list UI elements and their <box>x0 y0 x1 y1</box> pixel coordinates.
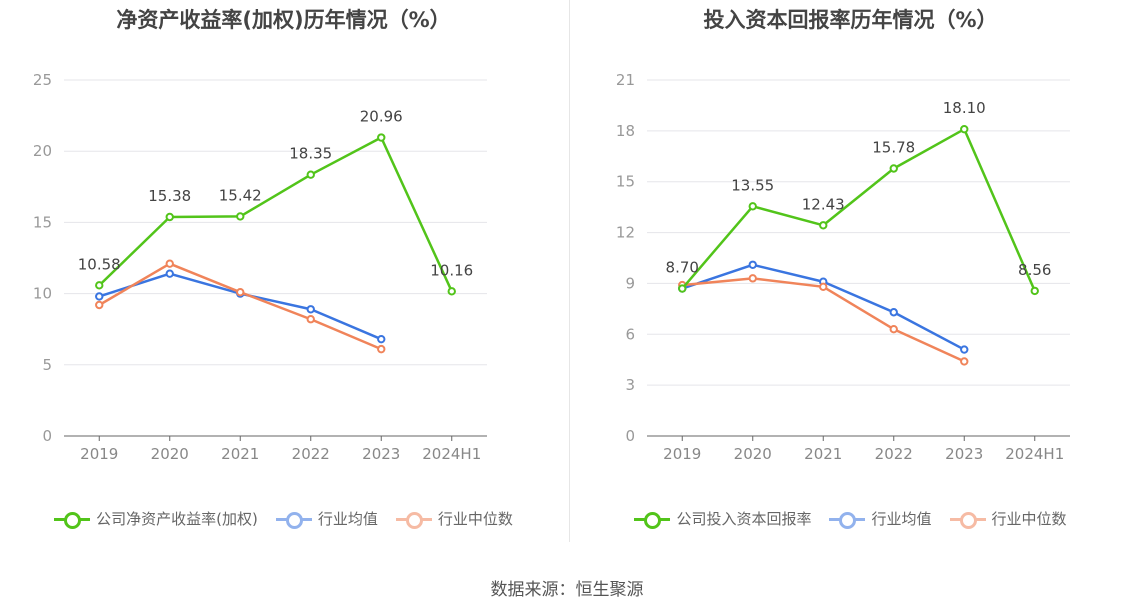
data-point <box>165 269 174 278</box>
data-point <box>889 308 898 317</box>
data-source-note: 数据来源：恒生聚源 <box>490 580 644 600</box>
series-line <box>681 263 965 351</box>
x-tick-label: 2022 <box>875 445 913 463</box>
data-point <box>819 282 828 292</box>
data-point <box>306 305 315 314</box>
panel-divider <box>569 0 570 542</box>
chart-title: 净资产收益率(加权)历年情况（%） <box>116 8 451 32</box>
y-tick-label: 6 <box>625 325 635 343</box>
legend-item-company[interactable]: 公司净资产收益率(加权) <box>54 508 258 529</box>
x-tick-label: 2022 <box>292 445 330 463</box>
legend-label: 行业均值 <box>317 510 378 528</box>
data-point <box>889 164 898 173</box>
x-tick-label: 2019 <box>663 445 701 463</box>
data-point <box>678 284 687 293</box>
legend-marker-icon <box>634 511 671 529</box>
chart-legend: 公司投入资本回报率 行业均值 行业中位数 <box>567 508 1134 529</box>
data-label: 15.78 <box>872 138 915 156</box>
data-point <box>748 274 757 283</box>
roe-chart-plot: 0 5 10 15 20 25 2019 2020 2021 2022 2023 2024H1 10.5… <box>33 71 487 463</box>
data-label: 8.56 <box>1018 261 1051 279</box>
series-line <box>681 127 1036 292</box>
data-label: 20.96 <box>360 108 403 126</box>
legend-item-industry-mean[interactable]: 行业均值 <box>829 508 932 529</box>
roic-chart-plot: 0 3 6 9 12 15 18 21 2019 2020 2021 2022 2023 2024H1 8.… <box>616 71 1070 463</box>
data-label: 13.55 <box>731 176 774 194</box>
data-point <box>377 344 386 354</box>
x-tick-label: 2020 <box>151 445 189 463</box>
y-tick-label: 0 <box>42 427 52 445</box>
series-line <box>98 262 382 351</box>
x-tick-label: 2020 <box>734 445 772 463</box>
y-tick-label: 18 <box>616 122 635 140</box>
legend-marker-icon <box>829 511 866 529</box>
legend-label: 公司投入资本回报率 <box>676 510 812 528</box>
legend-item-company[interactable]: 公司投入资本回报率 <box>634 508 811 529</box>
y-tick-label: 25 <box>33 71 52 89</box>
x-tick-label: 2024H1 <box>422 445 481 463</box>
data-point <box>1030 286 1039 296</box>
chart-title: 投入资本回报率历年情况（%） <box>703 8 998 32</box>
y-tick-label: 21 <box>616 71 635 89</box>
series-line <box>98 136 453 292</box>
x-tick-label: 2021 <box>221 445 259 463</box>
data-point <box>889 325 898 334</box>
data-point <box>377 334 386 344</box>
data-point <box>748 260 757 269</box>
y-tick-label: 20 <box>33 142 52 160</box>
data-point <box>306 170 315 179</box>
data-point <box>960 124 969 134</box>
x-tick-label: 2023 <box>945 445 983 463</box>
data-label: 10.16 <box>430 261 473 279</box>
y-tick-label: 15 <box>33 213 52 231</box>
y-tick-label: 5 <box>42 356 52 374</box>
data-point <box>95 292 104 301</box>
data-point <box>95 281 104 290</box>
data-label: 10.58 <box>78 255 121 273</box>
data-point <box>960 345 969 354</box>
data-point <box>165 259 174 268</box>
y-tick-label: 0 <box>625 427 635 445</box>
legend-marker-icon <box>949 511 986 529</box>
x-tick-label: 2019 <box>80 445 118 463</box>
data-label: 12.43 <box>802 195 845 213</box>
x-tick-label: 2023 <box>362 445 400 463</box>
legend-marker-icon <box>54 511 91 529</box>
data-point <box>377 133 386 142</box>
data-label: 15.42 <box>219 186 262 204</box>
data-label: 18.35 <box>289 145 332 163</box>
data-label: 15.38 <box>148 187 191 205</box>
legend-item-industry-median[interactable]: 行业中位数 <box>395 508 513 529</box>
legend-label: 行业中位数 <box>991 510 1067 528</box>
legend-item-industry-median[interactable]: 行业中位数 <box>949 508 1067 529</box>
roe-chart-panel: 净资产收益率(加权)历年情况（%） 0 5 10 15 20 25 2019 2020 2021… <box>0 0 567 560</box>
legend-label: 行业中位数 <box>437 510 513 528</box>
data-point <box>819 221 828 230</box>
legend-label: 行业均值 <box>871 510 932 528</box>
chart-legend: 公司净资产收益率(加权) 行业均值 行业中位数 <box>0 508 567 529</box>
data-point <box>95 300 104 310</box>
series-line <box>98 272 382 341</box>
x-tick-label: 2021 <box>804 445 842 463</box>
data-point <box>236 212 245 221</box>
legend-marker-icon <box>395 511 432 529</box>
y-tick-label: 12 <box>616 224 635 242</box>
y-tick-label: 15 <box>616 173 635 191</box>
data-point <box>236 287 245 297</box>
data-label: 8.70 <box>666 259 699 277</box>
x-tick-label: 2024H1 <box>1005 445 1064 463</box>
data-label: 18.10 <box>943 99 986 117</box>
legend-marker-icon <box>275 511 312 529</box>
legend-label: 公司净资产收益率(加权) <box>96 510 258 528</box>
y-tick-label: 3 <box>625 376 635 394</box>
data-point <box>748 202 757 211</box>
data-point <box>306 315 315 324</box>
legend-item-industry-mean[interactable]: 行业均值 <box>275 508 378 529</box>
data-point <box>165 212 174 222</box>
y-tick-label: 10 <box>33 285 52 303</box>
data-point <box>960 357 969 366</box>
roic-chart-panel: 投入资本回报率历年情况（%） 0 3 6 9 12 15 18 21 2019 2020 2021 2… <box>567 0 1134 560</box>
y-tick-label: 9 <box>625 274 635 292</box>
data-point <box>447 287 456 296</box>
